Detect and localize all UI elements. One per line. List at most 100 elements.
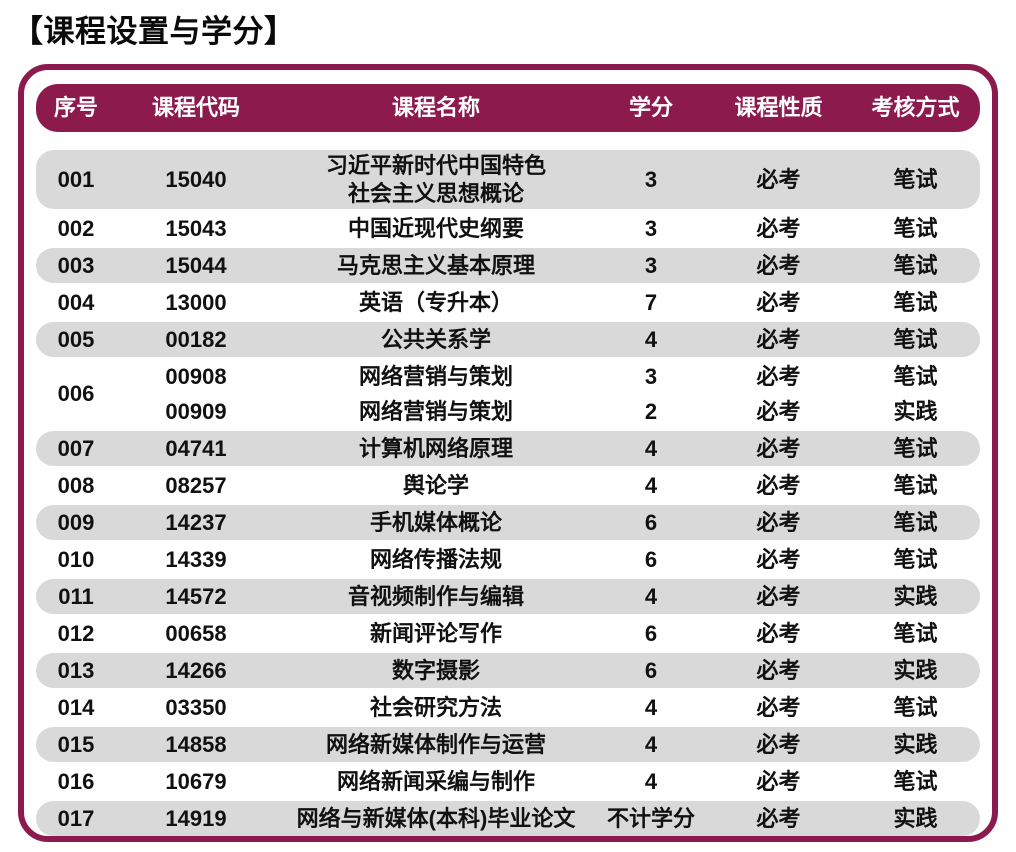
row-serial-number: 001 — [57, 166, 95, 192]
row-serial-number: 005 — [57, 326, 95, 352]
row-entries: 14266 数字摄影 6 必考 实践 — [116, 653, 980, 688]
course-credits: 6 — [644, 509, 658, 535]
course-name: 数字摄影 — [391, 657, 480, 683]
row-entries: 08257 舆论学 4 必考 笔试 — [116, 468, 980, 503]
table-row: 016 10679 网络新闻采编与制作 4 必考 笔试 — [36, 764, 980, 799]
course-name: 英语（专升本） — [358, 289, 513, 315]
assessment-method: 笔试 — [893, 289, 938, 315]
course-code: 00909 — [165, 398, 227, 424]
course-nature: 必考 — [756, 166, 801, 192]
course-name: 网络营销与策划 — [358, 363, 513, 389]
row-entry: 10679 网络新闻采编与制作 4 必考 笔试 — [116, 764, 980, 799]
row-entry: 14266 数字摄影 6 必考 实践 — [116, 653, 980, 688]
table-body: 001 15040 习近平新时代中国特色 社会主义思想概论 3 必考 笔试 00… — [36, 150, 980, 836]
course-credits: 4 — [644, 694, 658, 720]
assessment-method: 笔试 — [893, 252, 938, 278]
table-row: 011 14572 音视频制作与编辑 4 必考 实践 — [36, 579, 980, 614]
table-row: 014 03350 社会研究方法 4 必考 笔试 — [36, 690, 980, 725]
course-name: 习近平新时代中国特色 社会主义思想概论 — [325, 153, 546, 206]
course-nature: 必考 — [756, 731, 801, 757]
row-entry: 14858 网络新媒体制作与运营 4 必考 实践 — [116, 727, 980, 762]
course-code: 15043 — [165, 215, 227, 241]
course-code: 13000 — [165, 289, 227, 315]
row-entries: 14858 网络新媒体制作与运营 4 必考 实践 — [116, 727, 980, 762]
row-serial-number: 013 — [57, 657, 95, 683]
course-nature: 必考 — [756, 252, 801, 278]
course-credits: 4 — [644, 435, 658, 461]
course-nature: 必考 — [756, 768, 801, 794]
course-nature: 必考 — [756, 509, 801, 535]
course-name: 手机媒体概论 — [369, 509, 502, 535]
row-entries: 14572 音视频制作与编辑 4 必考 实践 — [116, 579, 980, 614]
row-serial-number: 011 — [58, 583, 94, 609]
course-code: 03350 — [165, 694, 227, 720]
row-entry: 15044 马克思主义基本原理 3 必考 笔试 — [116, 248, 980, 283]
table-row: 013 14266 数字摄影 6 必考 实践 — [36, 653, 980, 688]
row-entry: 00182 公共关系学 4 必考 笔试 — [116, 322, 980, 357]
assessment-method: 笔试 — [893, 166, 938, 192]
row-serial-number: 012 — [57, 620, 95, 646]
table-row: 006 00908 网络营销与策划 3 必考 笔试 00909 网络营销与策划 … — [36, 359, 980, 429]
table-row: 012 00658 新闻评论写作 6 必考 笔试 — [36, 616, 980, 651]
row-entry: 13000 英语（专升本） 7 必考 笔试 — [116, 285, 980, 320]
assessment-method: 笔试 — [893, 768, 938, 794]
header-credits: 学分 — [628, 95, 673, 121]
table-header-row: 序号 课程代码 课程名称 学分 课程性质 考核方式 — [36, 84, 980, 132]
row-entry: 14572 音视频制作与编辑 4 必考 实践 — [116, 579, 980, 614]
row-entries: 15044 马克思主义基本原理 3 必考 笔试 — [116, 248, 980, 283]
assessment-method: 实践 — [893, 583, 938, 609]
row-serial-number: 004 — [57, 289, 95, 315]
row-entry: 14237 手机媒体概论 6 必考 笔试 — [116, 505, 980, 540]
table-row: 005 00182 公共关系学 4 必考 笔试 — [36, 322, 980, 357]
course-name: 社会研究方法 — [369, 694, 502, 720]
course-nature: 必考 — [756, 326, 801, 352]
course-nature: 必考 — [756, 215, 801, 241]
course-name: 计算机网络原理 — [358, 435, 513, 461]
row-entry: 14339 网络传播法规 6 必考 笔试 — [116, 542, 980, 577]
course-code: 08257 — [165, 472, 227, 498]
row-serial-number: 002 — [57, 215, 95, 241]
row-entries: 10679 网络新闻采编与制作 4 必考 笔试 — [116, 764, 980, 799]
course-nature: 必考 — [756, 583, 801, 609]
table-row: 015 14858 网络新媒体制作与运营 4 必考 实践 — [36, 727, 980, 762]
course-code: 14339 — [165, 546, 227, 572]
assessment-method: 笔试 — [893, 435, 938, 461]
row-entries: 14919 网络与新媒体(本科)毕业论文 不计学分 必考 实践 — [116, 801, 980, 836]
assessment-method: 笔试 — [893, 363, 938, 389]
header-course-name: 课程名称 — [391, 95, 480, 121]
course-nature: 必考 — [756, 398, 801, 424]
course-nature: 必考 — [756, 289, 801, 315]
course-code: 15040 — [165, 166, 227, 192]
course-credits: 4 — [644, 768, 658, 794]
course-credits: 2 — [644, 398, 658, 424]
course-name: 新闻评论写作 — [369, 620, 502, 646]
course-name: 网络传播法规 — [369, 546, 502, 572]
course-name: 网络新闻采编与制作 — [336, 768, 535, 794]
row-entries: 00908 网络营销与策划 3 必考 笔试 00909 网络营销与策划 2 必考… — [116, 359, 980, 429]
course-nature: 必考 — [756, 657, 801, 683]
course-credits: 6 — [644, 546, 658, 572]
course-code: 10679 — [165, 768, 227, 794]
table-row: 002 15043 中国近现代史纲要 3 必考 笔试 — [36, 211, 980, 246]
row-entries: 14237 手机媒体概论 6 必考 笔试 — [116, 505, 980, 540]
row-entries: 15040 习近平新时代中国特色 社会主义思想概论 3 必考 笔试 — [116, 150, 980, 209]
course-name: 中国近现代史纲要 — [347, 215, 524, 241]
course-code: 15044 — [165, 252, 227, 278]
row-serial-number: 015 — [57, 731, 95, 757]
row-serial-number: 016 — [57, 768, 95, 794]
table-row: 009 14237 手机媒体概论 6 必考 笔试 — [36, 505, 980, 540]
assessment-method: 笔试 — [893, 546, 938, 572]
table-row: 001 15040 习近平新时代中国特色 社会主义思想概论 3 必考 笔试 — [36, 150, 980, 209]
row-serial-number: 006 — [57, 381, 95, 407]
row-entries: 00182 公共关系学 4 必考 笔试 — [116, 322, 980, 357]
assessment-method: 笔试 — [893, 694, 938, 720]
row-entry: 15040 习近平新时代中国特色 社会主义思想概论 3 必考 笔试 — [116, 150, 980, 209]
header-course-code: 课程代码 — [151, 95, 240, 121]
course-code: 14919 — [165, 805, 227, 831]
course-nature: 必考 — [756, 546, 801, 572]
course-code: 14858 — [165, 731, 227, 757]
assessment-method: 实践 — [893, 398, 938, 424]
course-nature: 必考 — [756, 805, 801, 831]
course-nature: 必考 — [756, 472, 801, 498]
